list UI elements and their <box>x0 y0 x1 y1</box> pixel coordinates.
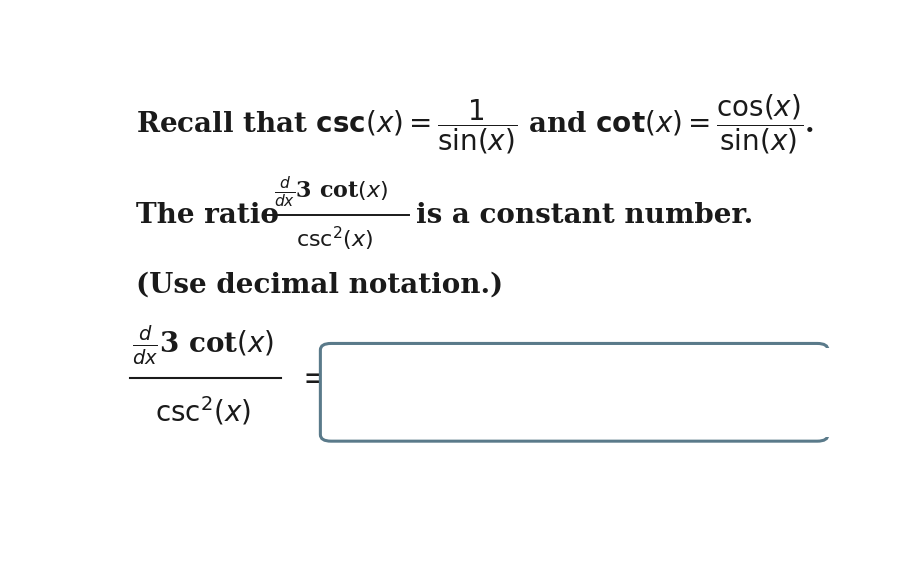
FancyBboxPatch shape <box>321 343 828 441</box>
Text: $\mathrm{csc}^2(x)$: $\mathrm{csc}^2(x)$ <box>155 394 251 427</box>
Text: (Use decimal notation.): (Use decimal notation.) <box>136 271 503 298</box>
Text: $=$: $=$ <box>296 362 329 394</box>
Text: Recall that $\mathbf{csc}(x) = \dfrac{1}{\sin(x)}$ and $\mathbf{cot}(x) = \dfrac: Recall that $\mathbf{csc}(x) = \dfrac{1}… <box>136 92 813 156</box>
Text: $\mathrm{csc}^2(x)$: $\mathrm{csc}^2(x)$ <box>296 225 373 253</box>
Text: $\frac{d}{dx}$3 cot$(x)$: $\frac{d}{dx}$3 cot$(x)$ <box>274 174 388 209</box>
Text: $\frac{d}{dx}$3 cot$(x)$: $\frac{d}{dx}$3 cot$(x)$ <box>132 324 275 367</box>
FancyBboxPatch shape <box>768 348 874 437</box>
Text: is a constant number.: is a constant number. <box>416 202 754 229</box>
Text: The ratio: The ratio <box>136 202 278 229</box>
